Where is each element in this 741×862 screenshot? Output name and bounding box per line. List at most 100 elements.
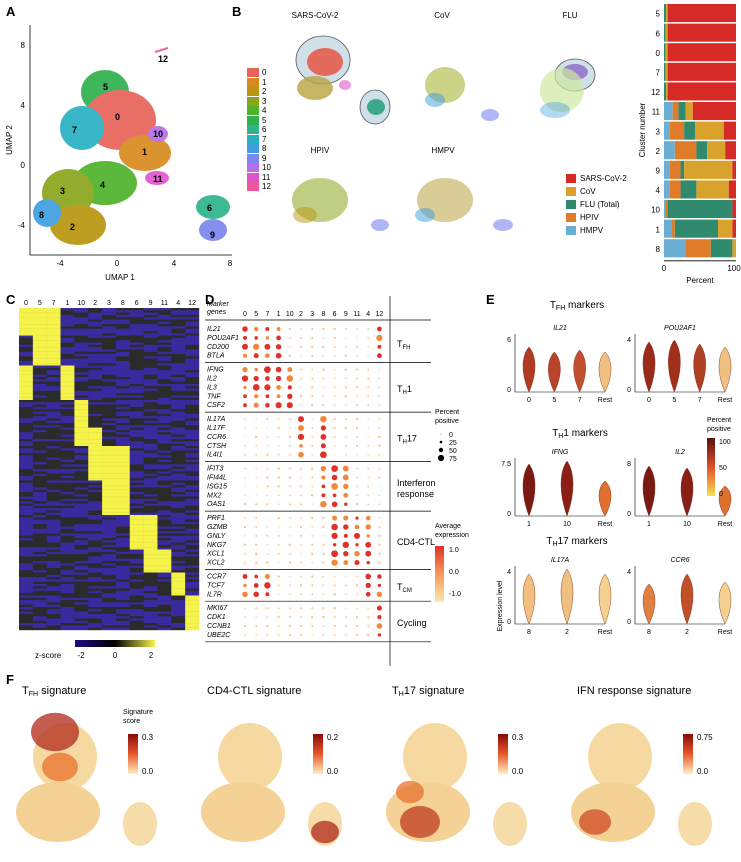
heatmap-cell bbox=[74, 434, 89, 437]
heatmap-cell bbox=[129, 381, 144, 385]
dot bbox=[367, 633, 370, 637]
heatmap-cell bbox=[88, 397, 103, 401]
dot bbox=[344, 368, 347, 371]
heatmap-cell bbox=[74, 519, 89, 523]
gene-label: NKG7 bbox=[207, 542, 227, 549]
heatmap-cell bbox=[102, 425, 117, 428]
heatmap-cell bbox=[129, 335, 144, 339]
heatmap-cell bbox=[102, 480, 117, 483]
bar-segment bbox=[669, 121, 685, 140]
dot bbox=[311, 328, 314, 330]
heatmap-cell bbox=[102, 434, 117, 437]
heatmap-cell bbox=[46, 567, 61, 571]
heatmap-cell bbox=[46, 317, 61, 320]
heatmap-cell bbox=[171, 482, 186, 486]
heatmap-cell bbox=[115, 418, 130, 421]
heatmap-cell bbox=[171, 519, 186, 523]
cluster-label-2: 2 bbox=[70, 222, 75, 232]
size-legend-dot bbox=[440, 433, 442, 435]
dot bbox=[343, 560, 349, 566]
heatmap-cell bbox=[19, 508, 34, 511]
heatmap-cell bbox=[129, 551, 144, 555]
a-legend-item: 8 bbox=[247, 144, 271, 154]
heatmap-cell bbox=[46, 533, 61, 536]
heatmap-cell bbox=[32, 469, 47, 472]
heatmap-cell bbox=[115, 439, 130, 442]
heatmap-cell bbox=[32, 434, 47, 437]
heatmap-cell bbox=[129, 547, 144, 550]
heatmap-cell bbox=[88, 620, 103, 624]
heatmap-cell bbox=[74, 308, 89, 311]
dot bbox=[356, 377, 358, 380]
dot bbox=[333, 368, 336, 371]
heatmap-cell bbox=[19, 328, 34, 332]
heatmap-cell bbox=[115, 423, 130, 426]
heatmap-cell bbox=[32, 489, 47, 493]
dot bbox=[255, 476, 257, 479]
heatmap-cell bbox=[19, 533, 34, 536]
heatmap-cell bbox=[115, 535, 130, 539]
heatmap-cell bbox=[143, 512, 158, 516]
heatmap-cell bbox=[19, 471, 34, 474]
heatmap-cell bbox=[46, 597, 61, 601]
a-xtick-4: 4 bbox=[172, 259, 177, 268]
dot bbox=[311, 453, 313, 456]
heatmap-cell bbox=[88, 512, 103, 516]
dot bbox=[342, 465, 349, 472]
heatmap-cell bbox=[19, 519, 34, 523]
heatmap-cell bbox=[143, 360, 158, 364]
heatmap-cell bbox=[171, 577, 186, 580]
heatmap-cell bbox=[60, 593, 75, 596]
heatmap-cell bbox=[32, 574, 47, 578]
heatmap-cell bbox=[129, 515, 144, 518]
heatmap-cell bbox=[185, 572, 200, 575]
dot bbox=[311, 593, 314, 596]
gene-label: IFIT3 bbox=[207, 466, 223, 473]
heatmap-cell bbox=[129, 420, 144, 424]
f-scale-max: 0.3 bbox=[142, 733, 154, 742]
f-scale-max: 0.75 bbox=[697, 733, 713, 742]
heatmap-cell bbox=[19, 616, 34, 619]
heatmap-cell bbox=[74, 328, 89, 332]
heatmap-cell bbox=[157, 570, 172, 573]
heatmap-cell bbox=[171, 473, 186, 477]
heatmap-cell bbox=[102, 487, 117, 490]
heatmap-cell bbox=[115, 567, 130, 571]
violin-gene-label: CCR6 bbox=[670, 557, 689, 564]
heatmap-cell bbox=[46, 337, 61, 341]
heatmap-cell bbox=[185, 425, 200, 428]
dot bbox=[320, 443, 326, 449]
heatmap-cell bbox=[19, 349, 34, 352]
heatmap-cell bbox=[171, 492, 186, 495]
heatmap-cell bbox=[143, 379, 158, 382]
dot bbox=[356, 607, 358, 609]
dot bbox=[287, 367, 293, 373]
heatmap-cell bbox=[102, 551, 117, 555]
heatmap-cell bbox=[32, 377, 47, 380]
heatmap-cell bbox=[88, 618, 103, 621]
f-scale-max: 0.2 bbox=[327, 733, 339, 742]
heatmap-cell bbox=[74, 489, 89, 493]
dot bbox=[331, 465, 338, 472]
heatmap-cell bbox=[19, 627, 34, 631]
heatmap-cell bbox=[102, 388, 117, 391]
dot bbox=[331, 501, 338, 508]
heatmap-cell bbox=[60, 349, 75, 352]
heatmap-cell bbox=[46, 478, 61, 481]
heatmap-cell bbox=[19, 584, 34, 587]
dot bbox=[342, 541, 350, 549]
heatmap-cell bbox=[88, 588, 103, 592]
heatmap-cell bbox=[143, 572, 158, 575]
section-title-tail: 1 markers bbox=[563, 428, 607, 439]
f-hotspot bbox=[42, 752, 78, 782]
dot bbox=[244, 535, 246, 537]
heatmap-cell bbox=[171, 317, 186, 320]
heatmap-cell bbox=[32, 406, 47, 410]
heatmap-cell bbox=[185, 434, 200, 437]
heatmap-cell bbox=[46, 492, 61, 495]
heatmap-cell bbox=[185, 563, 200, 566]
heatmap-cell bbox=[32, 572, 47, 575]
heatmap-cell bbox=[88, 349, 103, 352]
heatmap-cell bbox=[32, 395, 47, 398]
